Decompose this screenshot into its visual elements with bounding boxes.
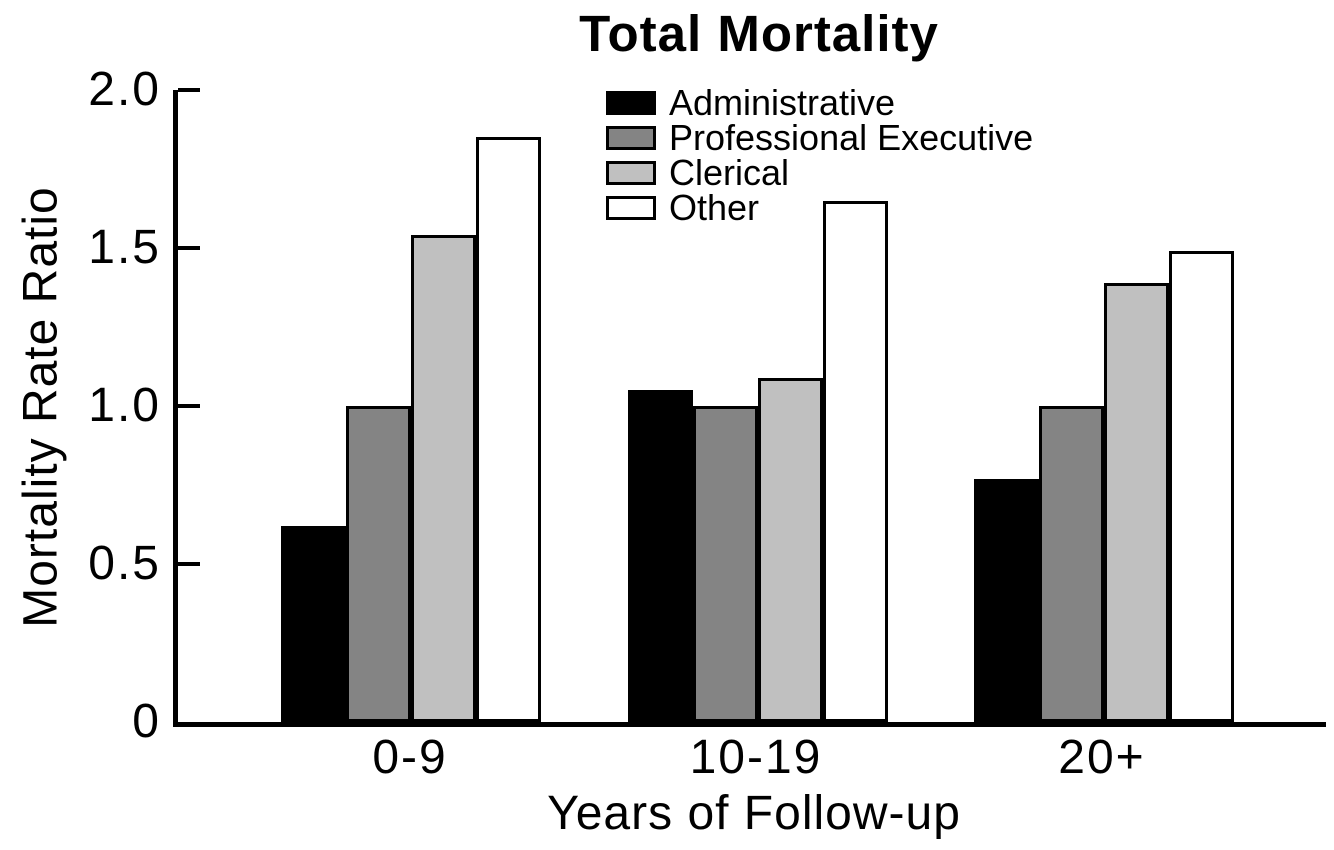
y-tick-label: 1.0 — [88, 379, 161, 432]
legend-swatch-other — [606, 195, 656, 220]
y-tick-label: 0.5 — [88, 537, 161, 590]
bar-other-10-19 — [823, 201, 888, 722]
legend-item-professional-executive: Professional Executive — [606, 117, 1034, 158]
bar-clerical-10-19 — [758, 378, 823, 722]
y-tick-mark — [178, 404, 200, 408]
legend-swatch-clerical — [606, 160, 656, 185]
x-axis-label: Years of Follow-up — [547, 787, 961, 840]
legend-label: Administrative — [669, 82, 896, 123]
bar-clerical-0-9 — [411, 235, 476, 722]
x-tick-label-10-19: 10-19 — [689, 731, 823, 784]
y-tick-mark — [178, 246, 200, 250]
bar-professional-executive-10-19 — [693, 406, 758, 722]
plot-area — [173, 88, 1326, 727]
legend-item-administrative: Administrative — [606, 82, 1033, 123]
x-tick-label-0-9: 0-9 — [372, 731, 448, 784]
legend-item-other: Other — [606, 187, 1033, 228]
bar-administrative-10-19 — [628, 390, 693, 722]
legend-item-clerical: Clerical — [606, 152, 1033, 193]
legend-label: Other — [669, 187, 760, 228]
legend-swatch-professional-executive — [606, 125, 656, 150]
bar-administrative-20 — [974, 479, 1039, 722]
y-tick-label: 2.0 — [88, 63, 161, 116]
legend-label: Clerical — [669, 152, 790, 193]
y-tick-mark — [178, 88, 200, 92]
bar-administrative-0-9 — [281, 526, 346, 722]
legend-label: Professional Executive — [669, 117, 1034, 158]
bar-professional-executive-20 — [1039, 406, 1104, 722]
chart-title: Total Mortality — [579, 5, 939, 62]
y-tick-label: 1.5 — [88, 221, 161, 274]
bar-professional-executive-0-9 — [346, 406, 411, 722]
y-tick-mark — [178, 562, 200, 566]
bar-clerical-20 — [1104, 283, 1169, 722]
bar-other-20 — [1169, 251, 1234, 722]
x-tick-label-20: 20+ — [1058, 731, 1146, 784]
bar-other-0-9 — [476, 137, 541, 722]
legend-swatch-administrative — [606, 90, 656, 115]
legend: Administrative Professional Executive Cler… — [606, 82, 1034, 228]
y-tick-label: 0 — [132, 695, 161, 748]
